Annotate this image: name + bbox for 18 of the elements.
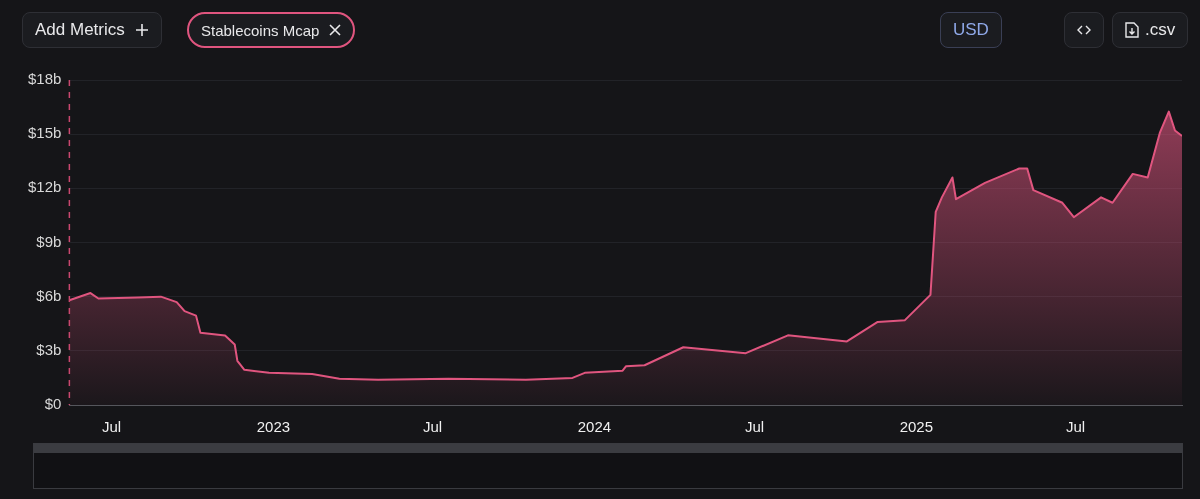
x-tick-label: Jul <box>101 418 122 436</box>
x-tick-label: 2024 <box>577 418 612 436</box>
y-tick-label: $0 <box>44 395 62 413</box>
text: .csv <box>1145 20 1176 40</box>
text: USD <box>953 20 989 40</box>
x-tick-label: Jul <box>1065 418 1086 436</box>
x-tick-label: 2025 <box>899 418 934 436</box>
x-tick-label: 2023 <box>256 418 291 436</box>
y-tick-label: $9b <box>36 232 62 250</box>
y-tick-label: $18b <box>27 70 62 88</box>
x-tick-label: Jul <box>423 418 443 436</box>
y-tick-label: $3b <box>36 340 62 358</box>
x-tick-label: Jul <box>744 418 765 436</box>
y-tick-label: $6b <box>36 286 62 304</box>
text: Stablecoins Mcap <box>201 21 320 39</box>
y-tick-label: $15b <box>27 124 62 142</box>
text: Add Metrics <box>35 20 125 40</box>
y-tick-label: $12b <box>27 178 62 196</box>
